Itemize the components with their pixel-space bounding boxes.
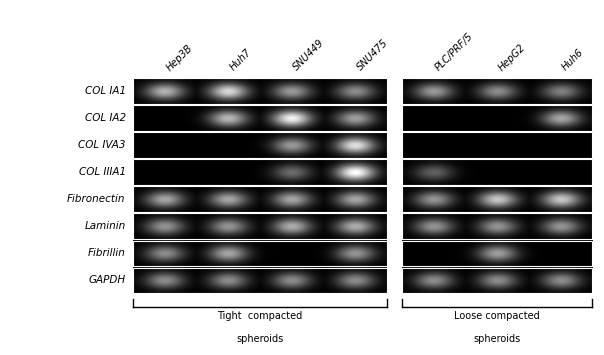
Bar: [402, 268, 592, 293]
Text: Fibronectin: Fibronectin: [67, 194, 126, 204]
Text: Fibrillin: Fibrillin: [88, 248, 126, 258]
Bar: [133, 105, 387, 131]
Bar: [402, 213, 592, 239]
Bar: [402, 78, 592, 104]
Text: COL IA2: COL IA2: [85, 113, 126, 123]
Bar: [402, 105, 592, 131]
Text: spheroids: spheroids: [473, 334, 521, 344]
Text: Hep3B: Hep3B: [164, 43, 194, 73]
Bar: [402, 241, 592, 266]
Bar: [133, 186, 387, 212]
Bar: [402, 132, 592, 158]
Bar: [133, 241, 387, 266]
Bar: [133, 268, 387, 293]
Text: COL IIIA1: COL IIIA1: [79, 167, 126, 177]
Text: Loose compacted: Loose compacted: [454, 311, 539, 321]
Text: SNU475: SNU475: [355, 38, 390, 73]
Bar: [133, 213, 387, 239]
Bar: [133, 159, 387, 185]
Text: Laminin: Laminin: [85, 221, 126, 231]
Bar: [402, 159, 592, 185]
Bar: [133, 132, 387, 158]
Text: COL IVA3: COL IVA3: [78, 140, 126, 150]
Text: Tight  compacted: Tight compacted: [217, 311, 303, 321]
Text: PLC/PRF/5: PLC/PRF/5: [434, 31, 475, 73]
Text: GAPDH: GAPDH: [89, 275, 126, 285]
Bar: [402, 186, 592, 212]
Text: Huh7: Huh7: [228, 48, 253, 73]
Text: Huh6: Huh6: [561, 48, 585, 73]
Text: SNU449: SNU449: [291, 38, 326, 73]
Text: HepG2: HepG2: [496, 42, 527, 73]
Text: COL IA1: COL IA1: [85, 86, 126, 96]
Text: spheroids: spheroids: [236, 334, 283, 344]
Bar: [133, 78, 387, 104]
